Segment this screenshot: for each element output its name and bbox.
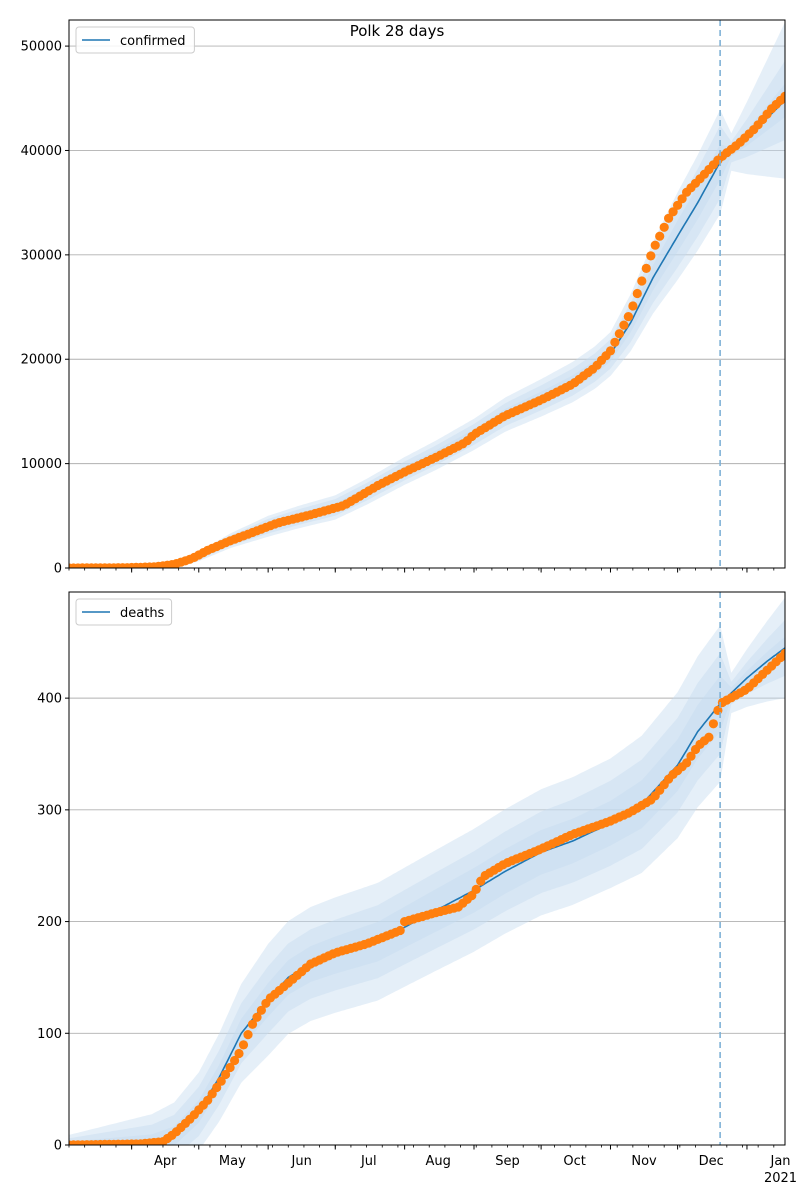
y-tick-label: 40000: [21, 144, 62, 159]
observed-point: [632, 288, 642, 299]
observed-point: [203, 1095, 213, 1105]
legend-label: deaths: [120, 606, 165, 621]
observed-point: [637, 276, 647, 286]
observed-point: [780, 648, 785, 658]
observed-point: [659, 222, 669, 232]
observed-point: [216, 1076, 226, 1086]
observed-point: [605, 346, 616, 356]
uncertainty-band: [69, 60, 785, 568]
y-tick-label: 300: [37, 803, 62, 818]
observed-point: [395, 925, 405, 936]
observed-point: [619, 320, 629, 330]
observed-point: [230, 1055, 240, 1066]
observed-point: [650, 240, 660, 250]
legend-box: [75, 598, 173, 626]
y-tick-label: 10000: [21, 457, 62, 472]
observed-point: [610, 337, 620, 347]
observed-point: [677, 194, 687, 204]
observed-point: [713, 705, 723, 716]
observed-point: [243, 1030, 253, 1040]
x-tick-label: Apr: [154, 1154, 177, 1169]
x-tick-label: Nov: [631, 1154, 657, 1169]
plot-area: [69, 22, 785, 568]
observed-point: [780, 91, 785, 101]
y-tick-label: 50000: [21, 40, 62, 55]
observed-point: [207, 1089, 217, 1099]
legend: deaths: [75, 598, 173, 626]
observed-point: [471, 884, 481, 895]
uncertainty-band: [69, 636, 785, 1145]
plot-area: [69, 597, 785, 1145]
x-tick-label: Jul: [360, 1154, 377, 1169]
observed-point: [668, 207, 678, 217]
legend-box: [75, 26, 195, 54]
y-tick-label: 20000: [21, 353, 62, 368]
uncertainty-band: [69, 22, 785, 568]
x-tick-label: Sep: [495, 1154, 520, 1169]
x-tick-label: Jan: [770, 1154, 791, 1169]
x-tick-label: May: [219, 1154, 246, 1169]
uncertainty-band: [69, 83, 785, 568]
observed-point: [623, 312, 634, 322]
x-year-label: 2021: [764, 1171, 797, 1186]
observed-point: [664, 213, 674, 223]
model-line: [69, 99, 785, 568]
deaths-panel: 0 100 200 300 400 Apr May Jun Jul Aug Sep Oct Nov Dec…: [37, 591, 797, 1186]
observed-point: [641, 263, 651, 273]
y-tick-label: 30000: [21, 248, 62, 263]
observed-point: [234, 1048, 244, 1059]
observed-point: [256, 1005, 266, 1015]
x-tick-label: Oct: [563, 1154, 585, 1169]
y-tick-label: 400: [37, 692, 62, 707]
uncertainty-band: [69, 619, 785, 1145]
x-tick-label: Aug: [425, 1154, 450, 1169]
observed-point: [628, 301, 638, 311]
observed-point: [682, 758, 692, 768]
axes-frame: [68, 19, 786, 569]
observed-point: [655, 231, 665, 241]
y-tick-label: 0: [54, 1139, 62, 1154]
observed-point: [646, 251, 656, 261]
observed-point: [704, 732, 714, 742]
x-tick-label: Jun: [291, 1154, 312, 1169]
y-tick-label: 0: [54, 562, 62, 577]
legend-label: confirmed: [120, 34, 186, 49]
observed-point: [221, 1069, 231, 1080]
observed-point: [614, 329, 625, 339]
observed-point: [686, 751, 696, 761]
y-tick-label: 200: [37, 915, 62, 930]
y-tick-label: 100: [37, 1027, 62, 1042]
observed-point: [247, 1019, 258, 1029]
observed-point: [238, 1040, 249, 1050]
observed-point: [673, 200, 683, 210]
observed-point: [225, 1062, 235, 1073]
uncertainty-band: [69, 597, 785, 1145]
confirmed-panel: 0 10000 20000 30000 40000 50000 confirmed: [21, 19, 786, 577]
figure-title: Polk 28 days: [350, 22, 445, 40]
axes-frame: [68, 591, 786, 1146]
legend: confirmed: [75, 26, 195, 54]
observed-point: [708, 719, 719, 729]
x-tick-label: Dec: [699, 1154, 724, 1169]
observed-point: [252, 1012, 262, 1022]
